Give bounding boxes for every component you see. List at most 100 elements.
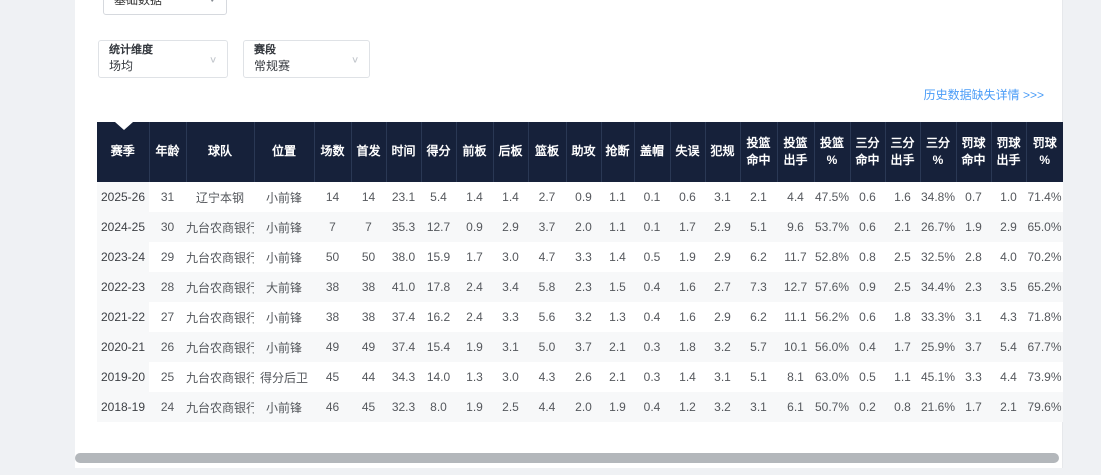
table-cell: 3.7 — [956, 332, 991, 362]
scrollbar-thumb[interactable] — [75, 453, 1059, 463]
column-header[interactable]: 投篮 % — [814, 122, 851, 182]
table-cell: 小前锋 — [254, 302, 314, 332]
column-header[interactable]: 时间 — [386, 122, 422, 182]
table-cell: 6.2 — [740, 242, 777, 272]
table-cell: 0.6 — [850, 212, 885, 242]
table-cell: 1.1 — [601, 212, 634, 242]
table-cell: 1.4 — [493, 182, 528, 212]
table-cell: 2.7 — [528, 182, 566, 212]
table-cell: 17.8 — [421, 272, 456, 302]
table-cell: 1.8 — [885, 302, 920, 332]
table-cell: 34.4% — [920, 272, 956, 302]
table-cell: 5.7 — [740, 332, 777, 362]
table-cell: 44 — [351, 362, 386, 392]
category-select[interactable]: 基础数据 ∨ — [103, 0, 227, 15]
table-cell: 2.0 — [566, 212, 601, 242]
table-cell: 63.0% — [814, 362, 850, 392]
table-cell: 38 — [314, 302, 351, 332]
column-header[interactable]: 年龄 — [149, 122, 187, 182]
table-cell: 1.1 — [601, 182, 634, 212]
stage-select[interactable]: 赛段 常规赛 ∨ — [243, 40, 370, 78]
column-header[interactable]: 盖帽 — [634, 122, 671, 182]
table-cell: 1.7 — [670, 212, 705, 242]
chevron-down-icon: ∨ — [350, 54, 359, 65]
column-header[interactable]: 首发 — [351, 122, 387, 182]
table-cell: 2.1 — [885, 212, 920, 242]
history-missing-data-link[interactable]: 历史数据缺失详情 >>> — [923, 88, 1044, 102]
table-cell: 2.1 — [991, 392, 1026, 422]
table-cell: 2020-21 — [97, 332, 149, 362]
dimension-select[interactable]: 统计维度 场均 ∨ — [98, 40, 228, 78]
table-cell: 11.7 — [777, 242, 814, 272]
table-cell: 1.4 — [670, 362, 705, 392]
column-header[interactable]: 场数 — [314, 122, 352, 182]
column-header[interactable]: 得分 — [421, 122, 457, 182]
column-header[interactable]: 罚球 命中 — [956, 122, 992, 182]
table-cell: 45 — [351, 392, 386, 422]
table-cell: 5.1 — [740, 362, 777, 392]
table-cell: 38 — [351, 272, 386, 302]
column-header[interactable]: 篮板 — [528, 122, 567, 182]
column-header[interactable]: 犯规 — [705, 122, 741, 182]
table-cell: 1.9 — [456, 332, 493, 362]
table-cell: 2.9 — [705, 212, 740, 242]
table-cell: 9.6 — [777, 212, 814, 242]
table-cell: 5.8 — [528, 272, 566, 302]
table-cell: 4.4 — [528, 392, 566, 422]
table-cell: 2.1 — [601, 362, 634, 392]
table-cell: 14 — [351, 182, 386, 212]
table-cell: 1.3 — [601, 302, 634, 332]
table-cell: 10.1 — [777, 332, 814, 362]
table-cell: 52.8% — [814, 242, 850, 272]
table-cell: 1.7 — [885, 332, 920, 362]
column-header[interactable]: 球队 — [186, 122, 255, 182]
table-cell: 0.5 — [634, 242, 670, 272]
table-cell: 2.1 — [740, 182, 777, 212]
table-cell: 5.4 — [421, 182, 456, 212]
table-cell: 2.7 — [705, 272, 740, 302]
table-row: 2020-21 26 九台农商银行 小前锋 49 49 37.4 15.4 1.9 3.1 5.0 3… — [97, 332, 1063, 362]
column-header[interactable]: 抢断 — [601, 122, 635, 182]
content-card: 基础数据 ∨ 统计维度 场均 ∨ 赛段 常规赛 ∨ 历史数据缺失详情 >>> 赛… — [75, 0, 1063, 468]
table-cell: 1.6 — [670, 272, 705, 302]
table-cell: 0.3 — [634, 362, 670, 392]
table-row: 2024-25 30 九台农商银行 小前锋 7 7 35.3 12.7 0.9 2.9 3.7 2.0… — [97, 212, 1063, 242]
table-cell: 5.6 — [528, 302, 566, 332]
table-cell: 2.9 — [991, 212, 1026, 242]
table-cell: 3.1 — [705, 362, 740, 392]
table-cell: 2.5 — [493, 392, 528, 422]
column-header[interactable]: 罚球 出手 — [991, 122, 1027, 182]
column-header[interactable]: 三分 % — [920, 122, 957, 182]
table-cell: 2024-25 — [97, 212, 149, 242]
column-header[interactable]: 位置 — [254, 122, 315, 182]
table-cell: 38 — [351, 302, 386, 332]
table-cell: 3.1 — [740, 392, 777, 422]
table-cell: 71.8% — [1026, 302, 1063, 332]
table-cell: 九台农商银行 — [186, 332, 254, 362]
table-cell: 3.7 — [566, 332, 601, 362]
table-cell: 37.4 — [386, 332, 421, 362]
table-cell: 38 — [314, 272, 351, 302]
table-cell: 3.3 — [956, 362, 991, 392]
column-header[interactable]: 前板 — [456, 122, 494, 182]
table-cell: 5.0 — [528, 332, 566, 362]
table-cell: 2.9 — [493, 212, 528, 242]
column-header[interactable]: 罚球 % — [1026, 122, 1063, 182]
column-header[interactable]: 投篮 出手 — [777, 122, 815, 182]
table-cell: 1.3 — [456, 362, 493, 392]
column-header[interactable]: 赛季 — [97, 122, 150, 182]
table-cell: 6.2 — [740, 302, 777, 332]
table-cell: 九台农商银行 — [186, 212, 254, 242]
table-cell: 0.9 — [456, 212, 493, 242]
table-cell: 0.4 — [634, 392, 670, 422]
column-header[interactable]: 后板 — [493, 122, 529, 182]
table-cell: 32.3 — [386, 392, 421, 422]
horizontal-scrollbar[interactable] — [75, 452, 1063, 464]
column-header[interactable]: 三分 出手 — [885, 122, 921, 182]
table-cell: 41.0 — [386, 272, 421, 302]
column-header[interactable]: 失误 — [670, 122, 706, 182]
column-header[interactable]: 三分 命中 — [850, 122, 886, 182]
table-cell: 九台农商银行 — [186, 302, 254, 332]
column-header[interactable]: 投篮 命中 — [740, 122, 778, 182]
column-header[interactable]: 助攻 — [566, 122, 602, 182]
